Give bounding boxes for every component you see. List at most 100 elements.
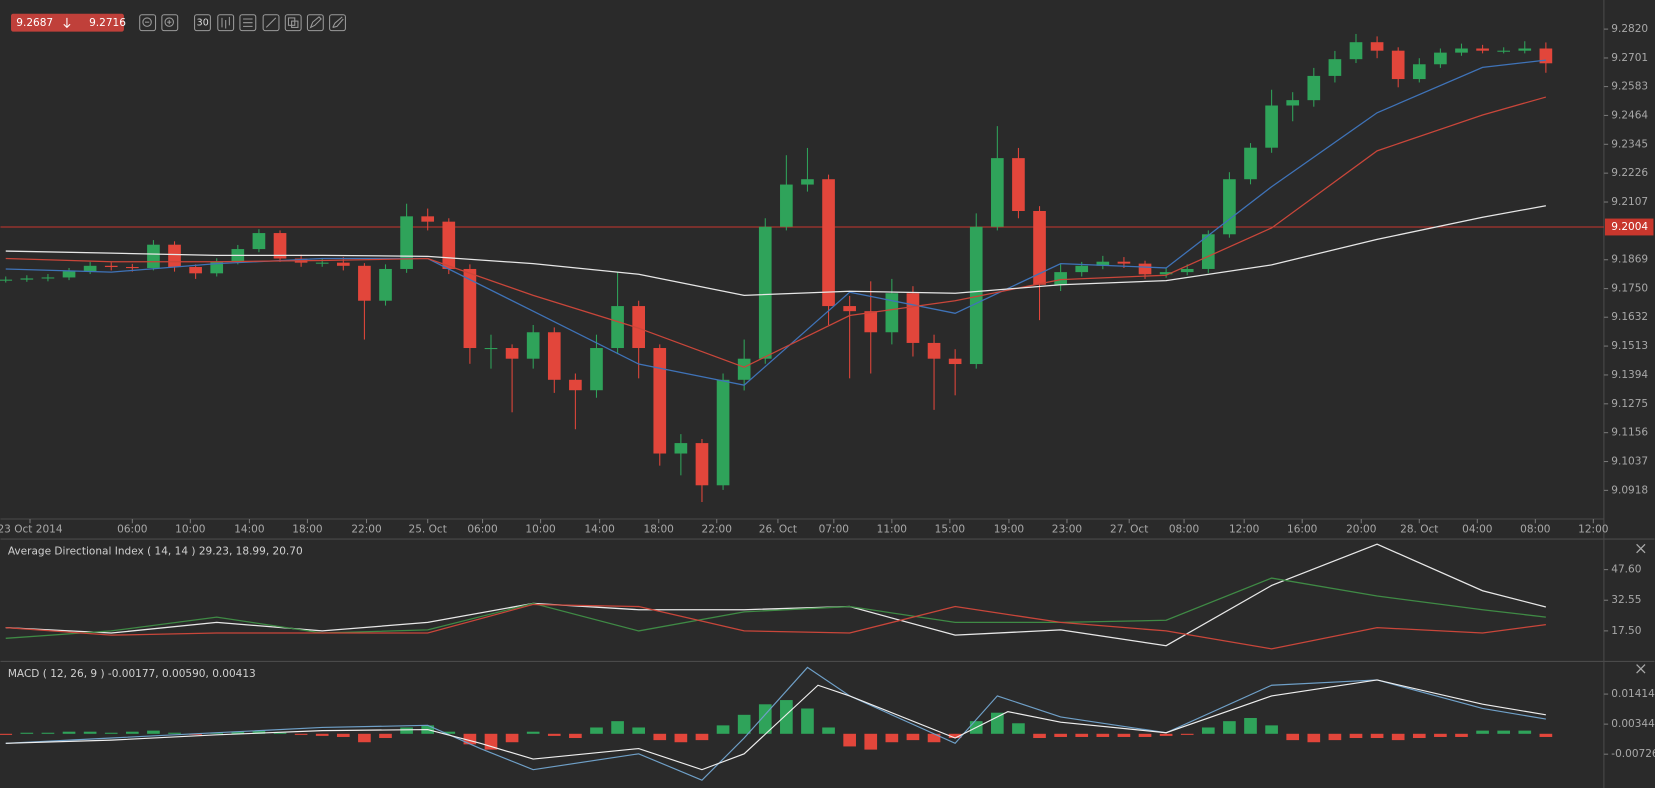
histogram-bar: [1054, 733, 1067, 737]
zoom-in-button[interactable]: [161, 14, 179, 32]
candle-body: [1012, 158, 1025, 211]
histogram-bar: [822, 727, 835, 734]
histogram-bar: [1180, 733, 1194, 735]
candle-body: [801, 179, 814, 185]
template-button[interactable]: [284, 14, 302, 32]
indicator-line: [5, 603, 1546, 650]
x-tick-label: 20:00: [1346, 524, 1376, 536]
x-tick-label: 18:00: [292, 524, 322, 536]
histogram-bar: [1117, 733, 1131, 737]
candle-body: [695, 443, 709, 486]
candle-body: [948, 358, 962, 365]
x-tick-label: 08:00: [1169, 524, 1199, 536]
histogram-bar: [695, 733, 709, 741]
histogram-bar: [737, 714, 751, 734]
x-tick-label: 12:00: [1229, 524, 1259, 536]
x-tick-label: 28. Oct: [1400, 524, 1438, 536]
histogram-bar: [991, 712, 1004, 734]
zoom-out-button[interactable]: [139, 14, 157, 32]
x-tick-label: 06:00: [467, 524, 497, 536]
macd-line: [5, 666, 1546, 781]
x-tick-label: 08:00: [1520, 524, 1550, 536]
candle-body: [1265, 105, 1278, 148]
candle-body: [758, 226, 772, 359]
chart-type-button[interactable]: [217, 14, 235, 32]
histogram-bar: [1138, 733, 1152, 737]
histogram-bar: [315, 733, 329, 736]
candle-body: [1391, 50, 1405, 80]
candle-body: [505, 348, 519, 359]
timeframe-label: 30: [197, 18, 209, 29]
x-tick-label: 14:00: [234, 524, 264, 536]
candle-body: [1476, 48, 1489, 51]
candle-body: [1159, 272, 1173, 275]
x-tick-label: 16:00: [1287, 524, 1317, 536]
y-tick-label: 9.2701: [1611, 52, 1648, 64]
draw-button[interactable]: [262, 14, 280, 32]
candle-body: [0, 279, 13, 281]
candle-body: [969, 226, 983, 365]
candle-body: [463, 268, 477, 349]
y-tick-label: 17.50: [1611, 625, 1641, 637]
histogram-bar: [463, 733, 477, 745]
candle-body: [885, 293, 899, 333]
candle-body: [632, 306, 646, 349]
y-tick-label: 9.1037: [1611, 456, 1648, 468]
histogram-bar: [231, 731, 245, 734]
timeframe-button[interactable]: [194, 14, 211, 32]
histogram-bar: [885, 733, 899, 743]
histogram-bar: [1286, 733, 1300, 741]
x-tick-label: 26. Oct: [759, 524, 797, 536]
indicator-title: Average Directional Index ( 14, 14 ) 29.…: [8, 546, 303, 558]
candle-body: [336, 262, 350, 266]
histogram-bar: [653, 733, 667, 741]
candle-body: [421, 216, 435, 222]
histogram-bar: [547, 733, 561, 736]
y-tick-label: 47.60: [1611, 564, 1641, 576]
indicator-line: [5, 543, 1547, 647]
candle-body: [1349, 42, 1363, 60]
candle-body: [653, 348, 667, 454]
indicators-button[interactable]: [239, 14, 257, 32]
edit-button[interactable]: [306, 14, 324, 32]
histogram-bar: [358, 733, 371, 743]
candle-body: [41, 277, 55, 279]
x-tick-label: 04:00: [1462, 524, 1492, 536]
histogram-bar: [1497, 730, 1511, 734]
candle-body: [358, 265, 371, 301]
y-tick-label: 9.2820: [1611, 23, 1648, 35]
histogram-bar: [294, 733, 308, 735]
toolbar: 9.2687 9.2716 30: [11, 13, 346, 32]
histogram-bar: [1244, 717, 1257, 734]
histogram-bar: [1223, 721, 1236, 734]
pen-button[interactable]: [329, 14, 346, 32]
candle-body: [1096, 261, 1110, 266]
ask-price: 9.2716: [89, 17, 126, 29]
histogram-bar: [1518, 730, 1532, 734]
histogram-bar: [1033, 733, 1046, 739]
candle-body: [1370, 42, 1384, 51]
histogram-bar: [1096, 733, 1110, 737]
histogram-bar: [1012, 723, 1025, 734]
histogram-bar: [632, 727, 646, 734]
x-tick-label: 10:00: [525, 524, 555, 536]
candle-body: [716, 379, 730, 486]
candle-body: [569, 379, 582, 391]
candle-body: [1117, 261, 1131, 264]
x-tick-label: 12:00: [1578, 524, 1608, 536]
candle-body: [1075, 265, 1089, 273]
y-tick-label: 9.1275: [1611, 398, 1648, 410]
candle-body: [1307, 75, 1321, 101]
y-tick-label: 0.01414: [1611, 688, 1655, 700]
histogram-bar: [104, 732, 118, 734]
x-tick-label: 14:00: [584, 524, 614, 536]
x-tick-label: 06:00: [117, 524, 147, 536]
histogram-bar: [864, 733, 878, 750]
x-tick-label: 19:00: [994, 524, 1024, 536]
y-tick-label: 9.2226: [1611, 167, 1648, 179]
candle-body: [1328, 59, 1342, 76]
candle-body: [210, 261, 224, 274]
close-adx-button[interactable]: [1636, 543, 1646, 554]
close-macd-button[interactable]: [1636, 664, 1646, 674]
